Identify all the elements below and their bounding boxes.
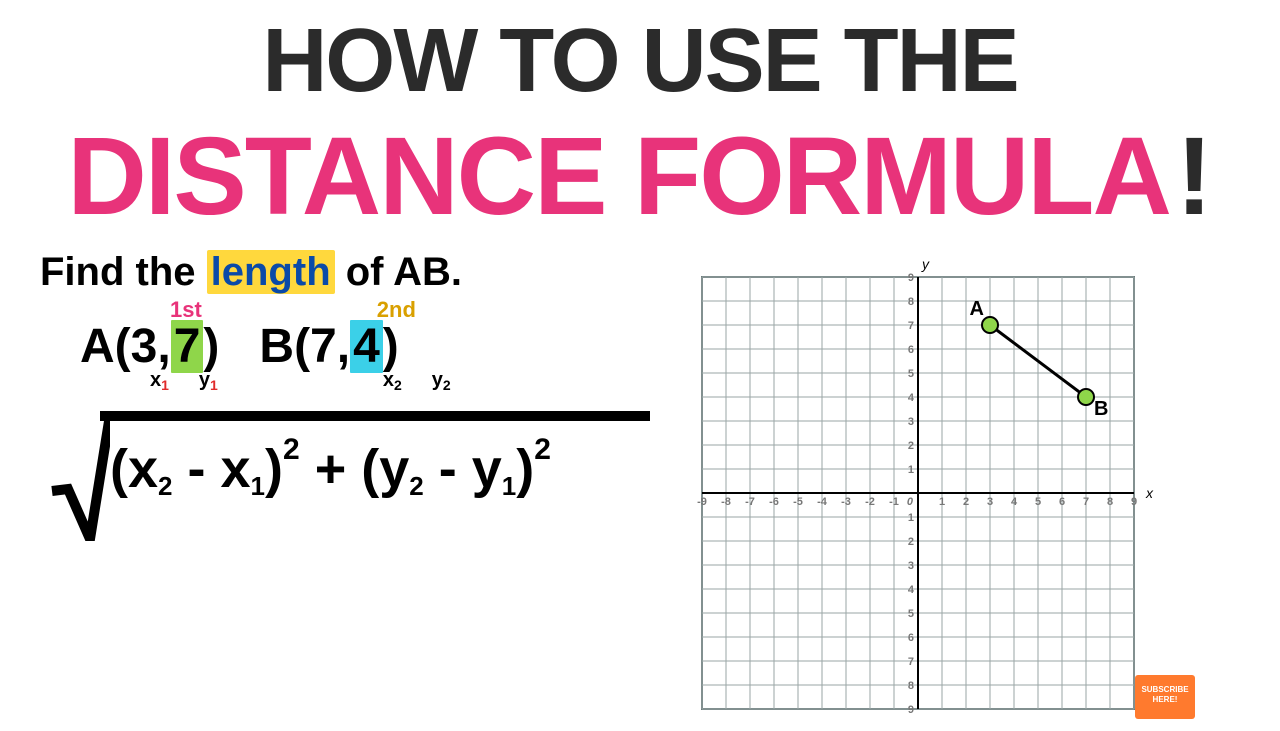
sub-x1-num: 1: [161, 377, 169, 393]
right-column: -9 9 -8 8 -7 7 -6 6 -5 5 -4 4 -3 3 -2 2 -1 1 1 1 2 2 3 3 4 4 5 5 6 6 7…: [680, 250, 1220, 731]
distance-formula: (x2 - x1)2 + (y2 - y1)2: [40, 411, 660, 556]
svg-text:2: 2: [963, 496, 969, 508]
svg-text:-7: -7: [745, 496, 755, 508]
problem-highlight: length: [207, 250, 335, 294]
svg-text:5: 5: [908, 608, 914, 620]
point-a-y: 7: [171, 320, 204, 373]
point-a: A(3,7): [80, 323, 219, 371]
subscribe-badge[interactable]: SUBSCRIBE HERE!: [1135, 675, 1195, 719]
subscript-row: x1 y1 x2 y2: [150, 369, 660, 393]
sub-y1: y1: [199, 369, 218, 393]
svg-text:8: 8: [908, 680, 914, 692]
svg-text:3: 3: [908, 416, 914, 428]
comma2: ,: [337, 320, 350, 373]
svg-text:y: y: [921, 256, 930, 272]
svg-text:4: 4: [1011, 496, 1018, 508]
coordinate-grid: -9 9 -8 8 -7 7 -6 6 -5 5 -4 4 -3 3 -2 2 -1 1 1 1 2 2 3 3 4 4 5 5 6 6 7…: [680, 255, 1156, 731]
title-block: HOW TO USE THE DISTANCE FORMULA!: [0, 0, 1280, 240]
svg-text:2: 2: [908, 536, 914, 548]
svg-text:9: 9: [1131, 496, 1137, 508]
svg-text:1: 1: [939, 496, 945, 508]
svg-text:7: 7: [908, 320, 914, 332]
radical-sign-icon: [50, 411, 110, 541]
svg-text:6: 6: [908, 632, 914, 644]
svg-text:-5: -5: [793, 496, 803, 508]
point-b: B(7,4): [259, 323, 398, 371]
svg-text:-3: -3: [841, 496, 851, 508]
ordinal-row: 1st 2nd: [170, 297, 660, 323]
svg-text:1: 1: [908, 512, 914, 524]
problem-prefix: Find the: [40, 250, 207, 294]
sub-group-b: x2 y2: [383, 369, 451, 393]
svg-text:-9: -9: [697, 496, 707, 508]
title-line1: HOW TO USE THE: [0, 10, 1280, 113]
point-a-x: 3: [131, 320, 158, 373]
svg-text:8: 8: [1107, 496, 1113, 508]
svg-text:x: x: [1145, 485, 1154, 501]
svg-text:B: B: [1094, 398, 1108, 420]
sub-x2: x2: [383, 369, 402, 393]
svg-text:-4: -4: [817, 496, 828, 508]
svg-text:3: 3: [987, 496, 993, 508]
svg-text:2: 2: [908, 440, 914, 452]
svg-text:0: 0: [907, 496, 914, 508]
problem-suffix: of AB.: [335, 250, 462, 294]
svg-text:-2: -2: [865, 496, 875, 508]
sub-group-a: x1 y1: [150, 369, 218, 393]
radicand: (x2 - x1)2 + (y2 - y1)2: [110, 433, 551, 502]
point-b-y: 4: [350, 320, 383, 373]
svg-text:5: 5: [908, 368, 914, 380]
svg-text:4: 4: [908, 584, 915, 596]
content-row: Find the length of AB. 1st 2nd A(3,7) B(…: [0, 240, 1280, 731]
comma: ,: [157, 320, 170, 373]
svg-text:8: 8: [908, 296, 914, 308]
title-line2: DISTANCE FORMULA: [67, 115, 1170, 238]
point-b-x: 7: [310, 320, 337, 373]
svg-text:-6: -6: [769, 496, 779, 508]
svg-text:-1: -1: [889, 496, 899, 508]
svg-text:4: 4: [908, 392, 915, 404]
svg-text:9: 9: [908, 272, 914, 284]
subscribe-line1: SUBSCRIBE: [1135, 685, 1195, 695]
sub-x1: x1: [150, 369, 169, 393]
sub-y2-num: 2: [443, 377, 451, 393]
point-a-label: A: [80, 320, 115, 373]
radical-bar: [100, 411, 650, 421]
svg-text:6: 6: [1059, 496, 1065, 508]
svg-text:7: 7: [1083, 496, 1089, 508]
svg-text:1: 1: [908, 464, 914, 476]
subscribe-line2: HERE!: [1135, 695, 1195, 705]
svg-text:-8: -8: [721, 496, 731, 508]
sub-y2: y2: [432, 369, 451, 393]
svg-text:9: 9: [908, 704, 914, 716]
svg-text:5: 5: [1035, 496, 1041, 508]
left-column: Find the length of AB. 1st 2nd A(3,7) B(…: [40, 250, 660, 731]
sub-y1-num: 1: [210, 377, 218, 393]
point-b-label: B: [259, 320, 294, 373]
title-bang: !: [1176, 115, 1213, 238]
points-row: A(3,7) B(7,4): [80, 323, 660, 371]
sub-x2-num: 2: [394, 377, 402, 393]
svg-text:6: 6: [908, 344, 914, 356]
title-line2-row: DISTANCE FORMULA!: [0, 113, 1280, 240]
problem-statement: Find the length of AB.: [40, 250, 660, 295]
svg-text:7: 7: [908, 656, 914, 668]
svg-text:A: A: [970, 298, 984, 320]
svg-text:3: 3: [908, 560, 914, 572]
